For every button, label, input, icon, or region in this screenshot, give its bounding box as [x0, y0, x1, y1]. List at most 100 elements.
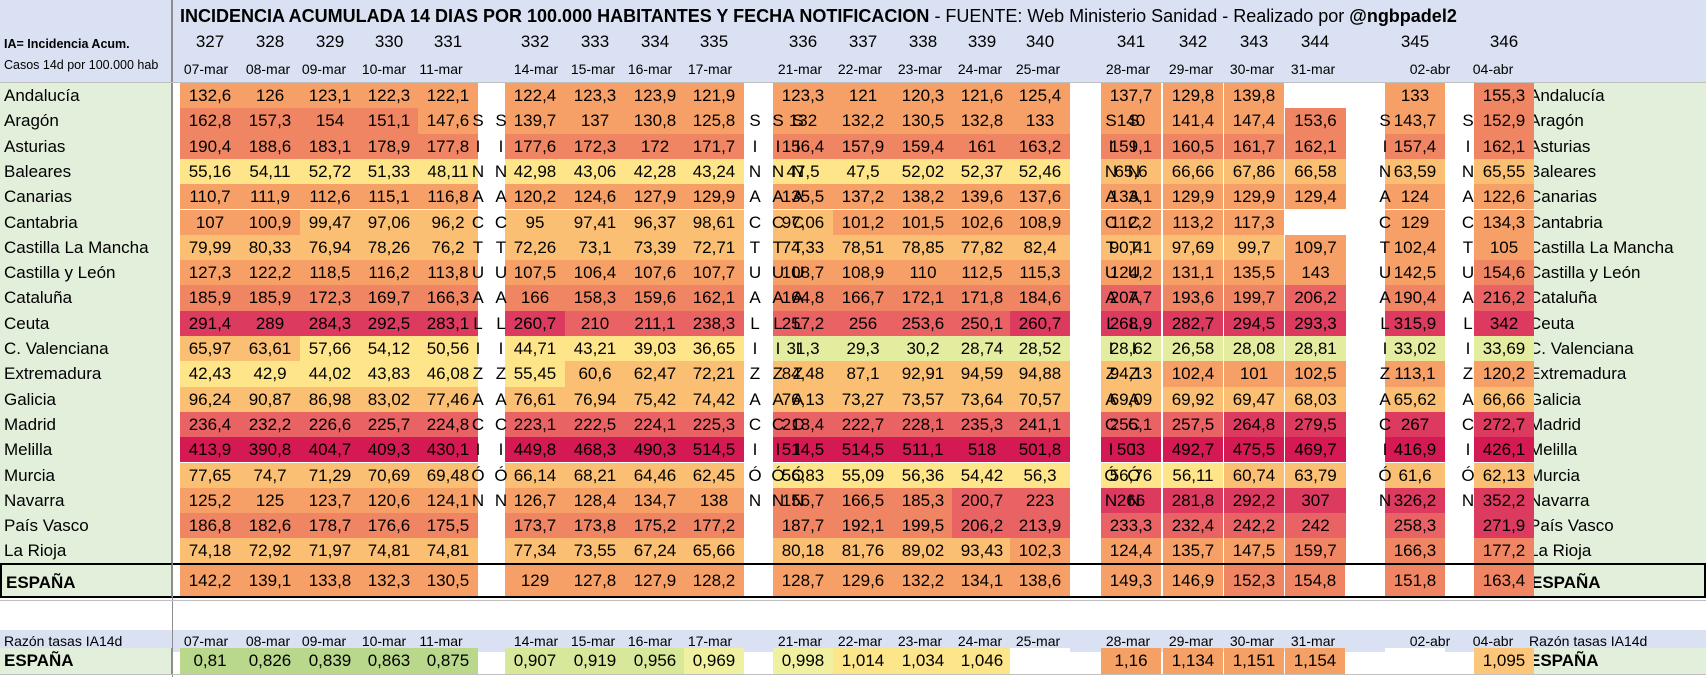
actualizacion-letter: S	[1105, 111, 1117, 131]
incidence-cell: 82,4	[1010, 234, 1070, 261]
ratio-espana-label: ESPAÑA	[0, 648, 172, 674]
actualizacion-letter: T	[1462, 237, 1474, 257]
incidence-cell: 291,4	[180, 310, 240, 336]
actualizacion-letter: S	[749, 111, 761, 131]
incidence-cell: 60,74	[1224, 462, 1284, 488]
incidence-cell: 141,4	[1163, 108, 1223, 134]
actualizacion-letter: S	[772, 111, 784, 131]
espana-incidence-cell: 133,8	[300, 565, 360, 596]
incidence-cell: 66,58	[1285, 158, 1346, 185]
incidence-cell: 66,14	[505, 462, 565, 488]
incidence-cell: 281,8	[1163, 487, 1223, 514]
incidence-cell: 177,8	[418, 133, 478, 159]
region-name-right: Extremadura	[1529, 364, 1627, 384]
ratio-cell: 1,034	[893, 648, 953, 674]
incidence-cell: 55,09	[833, 462, 893, 488]
actualizacion-letter: A	[792, 389, 804, 409]
incidence-cell: 30,2	[893, 336, 953, 362]
incidence-cell: 185,3	[893, 487, 953, 514]
incidence-cell: 157,3	[240, 108, 300, 134]
incidence-cell: 124,1	[418, 487, 478, 514]
region-name-right: C. Valenciana	[1529, 339, 1634, 358]
incidence-cell: 352,2	[1474, 487, 1534, 514]
incidence-cell: 171,7	[684, 133, 744, 159]
incidence-cell: 67,24	[625, 538, 685, 564]
ratio-date-header: 31-mar	[1290, 633, 1336, 649]
incidence-cell: 241,1	[1010, 411, 1070, 438]
actualizacion-letter: S	[1462, 111, 1474, 131]
incidence-cell: 92,91	[893, 361, 953, 387]
incidence-cell: 266	[1101, 487, 1161, 514]
incidence-cell: 102,6	[952, 209, 1012, 235]
region-name-right: Murcia	[1529, 465, 1581, 485]
actualizacion-letter: I	[1131, 440, 1137, 460]
incidence-cell: 101,5	[893, 209, 953, 235]
incidence-cell: 135,5	[773, 184, 833, 210]
day-number: 336	[788, 32, 818, 51]
actualizacion-letter: Z	[495, 364, 507, 384]
actualizacion-letter: N	[1127, 490, 1141, 510]
incidence-cell: 69,92	[1163, 386, 1223, 412]
actualizacion-letter: N	[748, 161, 762, 181]
incidence-cell: 26,58	[1163, 336, 1223, 362]
actualizacion-letter: A	[772, 389, 784, 409]
legend-casos: Casos 14d por 100.000 hab	[4, 58, 159, 72]
ratio-cell: 1,16	[1101, 648, 1161, 674]
incidence-cell: 409,3	[359, 437, 419, 463]
incidence-cell: 155,3	[1474, 83, 1534, 109]
actualizacion-letter: U	[471, 263, 485, 283]
ratio-date-header: 16-mar	[627, 633, 673, 649]
incidence-cell: 116,2	[359, 260, 419, 286]
incidence-cell: 139,8	[1224, 83, 1284, 109]
incidence-cell: 122,1	[418, 83, 478, 109]
espana-incidence-cell: 149,3	[1101, 565, 1161, 596]
incidence-cell: 70,69	[359, 462, 419, 488]
actualizacion-letter: T	[1379, 237, 1391, 257]
region-name: Aragón	[4, 111, 59, 131]
day-number: 343	[1239, 32, 1269, 51]
incidence-cell: 294,5	[1224, 310, 1284, 336]
incidence-cell: 133	[1385, 83, 1445, 109]
actualizacion-letter: I	[752, 440, 758, 460]
incidence-cell: 190,4	[180, 133, 240, 159]
incidence-cell: 46,08	[418, 361, 478, 387]
actualizacion-letter: A	[472, 288, 484, 308]
actualizacion-letter: I	[498, 440, 504, 460]
incidence-cell: 123,3	[565, 83, 625, 109]
incidence-cell: 255,1	[1101, 411, 1161, 438]
incidence-cell: 120,2	[1474, 361, 1534, 387]
ratio-date-header: 08-mar	[245, 633, 291, 649]
incidence-cell: 112,6	[300, 184, 360, 210]
incidence-cell: 122,3	[359, 83, 419, 109]
espana-incidence-cell: 154,8	[1285, 565, 1345, 596]
actualizacion-letter: T	[1105, 237, 1117, 257]
incidence-cell: 142,5	[1385, 260, 1445, 286]
incidence-cell: 177,6	[505, 133, 565, 159]
incidence-cell: 162,8	[180, 108, 240, 134]
incidence-cell: 52,02	[893, 158, 953, 185]
ratio-label: Razón tasas IA14d	[4, 633, 123, 649]
incidence-cell: 125,4	[1010, 83, 1070, 109]
region-name-right: La Rioja	[1529, 541, 1592, 561]
actualizacion-letter: I	[752, 136, 758, 156]
incidence-cell: 102,4	[1385, 234, 1445, 261]
incidence-cell: 326,2	[1385, 487, 1445, 514]
incidence-cell: 166,3	[1385, 538, 1445, 564]
actualizacion-letter: Ó	[1104, 465, 1118, 485]
incidence-cell: 66,66	[1474, 386, 1534, 412]
incidence-cell: 60,6	[565, 361, 625, 387]
incidence-cell: 430,1	[418, 437, 478, 463]
incidence-cell: 65,66	[684, 538, 744, 564]
incidence-cell: 28,08	[1224, 336, 1284, 362]
incidence-cell: 225,7	[359, 411, 419, 438]
actualizacion-letter: Z	[1128, 364, 1140, 384]
incidence-cell: 449,8	[505, 437, 565, 463]
incidence-cell: 43,21	[565, 336, 625, 362]
incidence-cell: 232,2	[240, 411, 300, 438]
actualizacion-letter: Z	[1105, 364, 1117, 384]
incidence-cell: 80,33	[240, 234, 300, 261]
actualizacion-letter: T	[772, 237, 784, 257]
incidence-cell: 118,5	[300, 260, 360, 286]
actualizacion-letter: N	[471, 161, 485, 181]
incidence-cell: 223,1	[505, 411, 565, 438]
